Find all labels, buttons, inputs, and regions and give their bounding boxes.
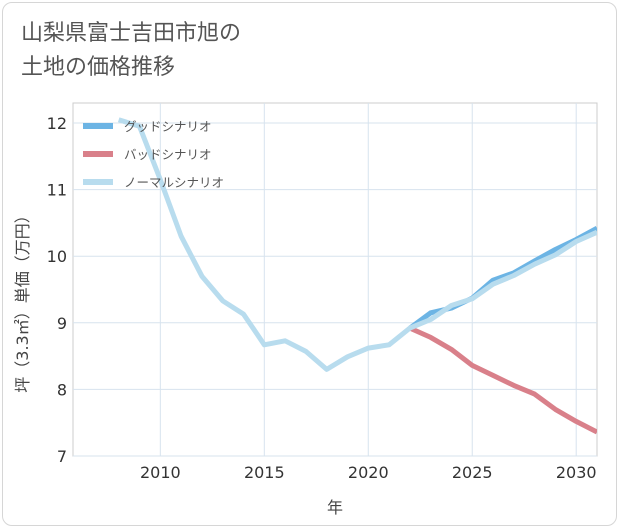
- y-axis-label: 坪（3.3㎡）単価（万円）: [13, 207, 32, 392]
- series-line-2: [408, 325, 597, 435]
- y-tick-label: 9: [57, 314, 67, 333]
- chart-title-line-2: 土地の価格推移: [21, 55, 176, 80]
- y-tick-label: 11: [47, 181, 67, 200]
- chart-title: 山梨県富士吉田市旭の 土地の価格推移: [21, 17, 241, 85]
- x-tick-label: 2025: [452, 463, 493, 482]
- series-lines: [117, 117, 597, 435]
- y-tick-label: 7: [57, 447, 67, 466]
- x-tick-label: 2015: [244, 463, 285, 482]
- y-tick-label: 8: [57, 380, 67, 399]
- x-tick-label: 2030: [556, 463, 597, 482]
- grid-lines: [73, 103, 597, 457]
- y-tick-label: 12: [47, 114, 67, 133]
- y-tick-labels: 7 8 9 10 11 12: [47, 114, 67, 466]
- series-line-3: [117, 117, 597, 372]
- legend-label: バッドシナリオ: [124, 147, 212, 162]
- legend-label: ノーマルシナリオ: [124, 175, 224, 190]
- x-tick-label: 2020: [348, 463, 389, 482]
- chart-title-line-1: 山梨県富士吉田市旭の: [21, 21, 242, 46]
- x-tick-labels: 2010 2015 2020 2025 2030: [140, 463, 597, 482]
- legend-label: グッドシナリオ: [124, 119, 212, 134]
- y-tick-label: 10: [47, 247, 67, 266]
- x-axis-label: 年: [327, 498, 343, 517]
- x-tick-label: 2010: [140, 463, 181, 482]
